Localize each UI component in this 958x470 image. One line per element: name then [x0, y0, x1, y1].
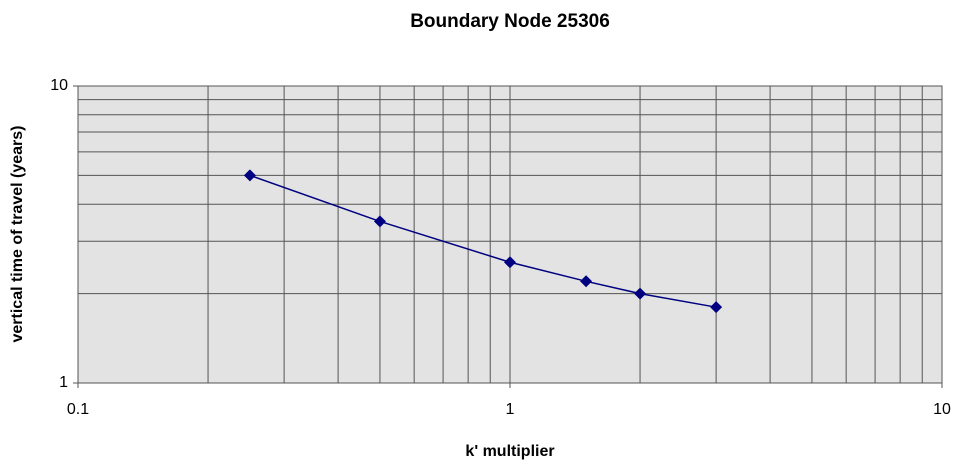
data-point: [710, 301, 723, 314]
data-point: [634, 287, 647, 300]
series-line: [249, 174, 717, 308]
data-point: [580, 275, 593, 288]
y-tick-label: 10: [50, 77, 68, 94]
data-point: [243, 169, 256, 182]
x-tick-label: 1: [506, 401, 515, 418]
plot-border: [77, 85, 943, 384]
data-point: [504, 256, 516, 269]
x-tick-label: 10: [933, 401, 951, 418]
y-axis-label: vertical time of travel (years): [9, 126, 26, 343]
y-tick-label: 1: [59, 374, 68, 391]
data-point: [373, 215, 386, 228]
x-axis-label: k' multiplier: [465, 443, 554, 460]
chart-title: Boundary Node 25306: [410, 11, 610, 32]
x-tick-label: 0.1: [67, 401, 89, 418]
